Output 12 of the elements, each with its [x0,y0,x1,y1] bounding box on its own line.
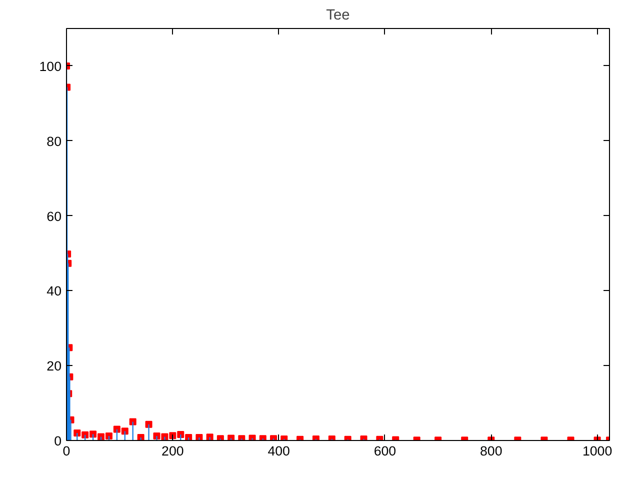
x-tick-label: 600 [374,444,396,458]
x-tick-label: 400 [268,444,290,458]
x-tick-label: 1000 [582,444,612,458]
x-tick-label: 200 [162,444,184,458]
y-tick-label: 60 [46,208,62,224]
chart-title: Tee [326,8,350,24]
y-tick-label: 80 [46,134,62,149]
y-tick-label: 40 [46,284,62,299]
y-tick-label: 20 [46,358,62,374]
y-tick-label: 0 [54,434,62,448]
y-tick-label: 100 [39,58,62,74]
x-tick-label: 800 [480,444,502,458]
